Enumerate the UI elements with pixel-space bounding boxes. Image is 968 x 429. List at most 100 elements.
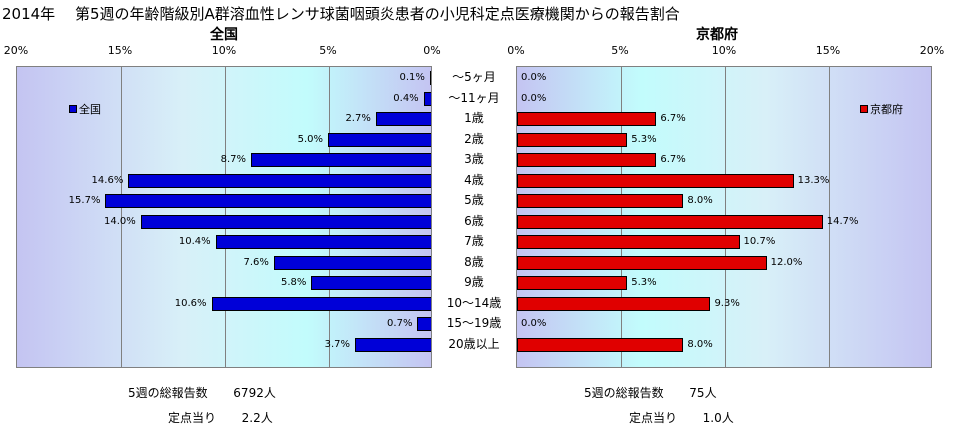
right-bar (517, 173, 794, 188)
right-value-label: 8.0% (687, 195, 713, 207)
right-value-label: 10.7% (743, 236, 776, 248)
right-per-label: 定点当り (629, 411, 678, 425)
category-label: 20歳以上 (448, 336, 500, 351)
right-plot-area: 京都府 0.0% 0.0% 6.7% 5.3% 6.7% 13.3% 8.0% 14.7% 10… (516, 66, 932, 368)
right-panel-title: 京都府 (696, 27, 738, 43)
right-legend: 京都府 (860, 101, 903, 117)
left-bar (105, 194, 431, 209)
right-footer-total: 5週の総報告数 75人 (584, 384, 717, 401)
category-label: 15～19歳 (446, 316, 502, 331)
right-bar (517, 194, 684, 209)
right-tick-label: 15% (815, 44, 841, 57)
left-bar (328, 132, 431, 147)
right-value-label: 12.0% (770, 256, 803, 268)
right-tick-label: 0% (507, 44, 525, 57)
right-value-label: 5.3% (631, 277, 657, 289)
left-total-value: 6792人 (233, 386, 276, 400)
left-value-label: 10.4% (178, 236, 211, 248)
category-label: 2歳 (464, 131, 484, 146)
category-label: ～11ヶ月 (448, 90, 500, 105)
left-gridline (121, 67, 122, 367)
left-value-label: 3.7% (324, 338, 351, 350)
left-bar (429, 71, 431, 86)
right-total-label: 5週の総報告数 (584, 386, 664, 400)
category-label: 8歳 (464, 254, 484, 269)
left-legend-label: 全国 (79, 103, 101, 116)
left-bar (273, 255, 431, 270)
left-tick-label: 0% (423, 44, 441, 57)
left-value-label: 2.7% (345, 113, 371, 125)
left-per-value: 2.2人 (241, 411, 273, 425)
right-per-value: 1.0人 (702, 411, 734, 425)
right-bar (517, 153, 657, 168)
left-legend: 全国 (69, 101, 101, 117)
right-value-label: 0.0% (521, 318, 547, 330)
left-value-label: 0.1% (399, 72, 425, 84)
right-tick-label: 20% (919, 44, 945, 57)
right-bar (517, 296, 711, 311)
left-value-label: 5.8% (280, 277, 307, 289)
left-tick-label: 15% (107, 44, 133, 57)
category-label: ～5ヶ月 (452, 70, 496, 85)
right-value-label: 5.3% (631, 133, 657, 145)
category-label: 4歳 (464, 172, 484, 187)
left-value-label: 10.6% (174, 297, 207, 309)
left-bar (140, 214, 431, 229)
left-value-label: 8.7% (220, 154, 247, 166)
left-bar (311, 276, 431, 291)
left-tick-label: 20% (3, 44, 29, 57)
left-value-label: 14.6% (91, 174, 124, 186)
right-value-label: 6.7% (660, 113, 686, 125)
left-value-label: 0.4% (393, 92, 419, 104)
left-value-label: 5.0% (297, 133, 323, 145)
right-value-label: 6.7% (660, 154, 686, 166)
category-label: 3歳 (464, 152, 484, 167)
right-bar (517, 214, 823, 229)
left-bar (375, 112, 431, 127)
left-bar (211, 296, 431, 311)
right-tick-label: 5% (611, 44, 629, 57)
right-gridline (829, 67, 830, 367)
category-label: 5歳 (464, 193, 484, 208)
right-value-label: 14.7% (826, 215, 859, 227)
category-label: 9歳 (464, 275, 484, 290)
left-bar (423, 91, 431, 106)
right-bar (517, 235, 740, 250)
left-panel-title: 全国 (210, 27, 238, 43)
left-bar (417, 317, 431, 332)
left-value-label: 7.6% (243, 256, 269, 268)
left-tick-label: 10% (211, 44, 237, 57)
right-value-label: 13.3% (797, 174, 830, 186)
left-bar (128, 173, 431, 188)
category-label: 1歳 (464, 111, 484, 126)
left-tick-label: 5% (319, 44, 337, 57)
left-bar (215, 235, 431, 250)
right-legend-swatch (860, 105, 868, 113)
category-label: 6歳 (464, 213, 484, 228)
right-bar (517, 132, 628, 147)
right-bar (517, 337, 684, 352)
left-per-label: 定点当り (168, 411, 217, 425)
right-tick-label: 10% (711, 44, 737, 57)
category-label: 7歳 (464, 234, 484, 249)
category-label: 10～14歳 (446, 295, 502, 310)
left-bar (355, 337, 431, 352)
right-value-label: 8.0% (687, 338, 713, 350)
right-value-label: 9.3% (714, 297, 740, 309)
right-total-value: 75人 (689, 386, 717, 400)
left-plot-area: 全国 0.1% 0.4% 2.7% 5.0% 8.7% 14.6% 15.7% 14.0% 10… (16, 66, 432, 368)
right-bar (517, 276, 628, 291)
left-bar (251, 153, 431, 168)
left-footer-total: 5週の総報告数 6792人 (128, 384, 276, 401)
left-value-label: 15.7% (68, 195, 101, 207)
chart-title: 2014年 第5週の年齢階級別A群溶血性レンサ球菌咽頭炎患者の小児科定点医療機関… (2, 5, 680, 23)
left-value-label: 14.0% (104, 215, 136, 227)
left-legend-swatch (69, 105, 77, 113)
left-total-label: 5週の総報告数 (128, 386, 208, 400)
right-legend-label: 京都府 (870, 103, 903, 116)
left-value-label: 0.7% (387, 318, 413, 330)
right-bar (517, 255, 767, 270)
right-value-label: 0.0% (521, 72, 547, 84)
right-footer-per: 定点当り 1.0人 (629, 409, 734, 426)
right-bar (517, 112, 657, 127)
